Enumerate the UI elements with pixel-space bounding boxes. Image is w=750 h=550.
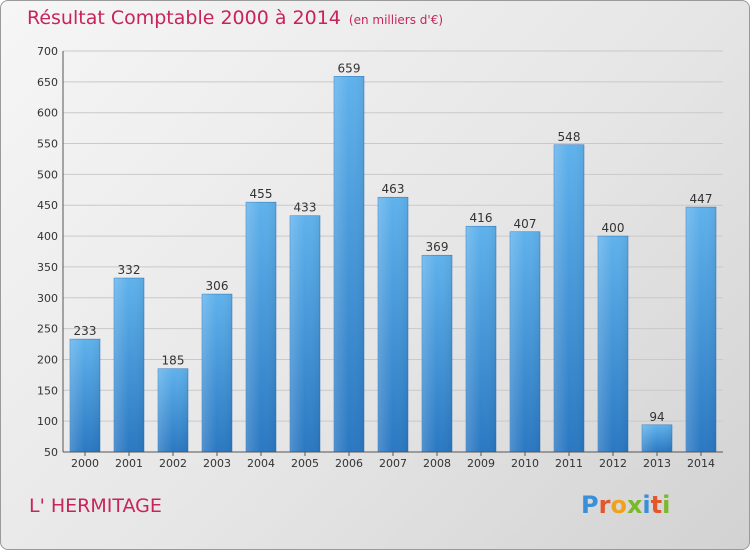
x-tick-label-2001: 2001 xyxy=(115,457,143,470)
x-tick-label-2003: 2003 xyxy=(203,457,231,470)
data-label-2011: 548 xyxy=(558,130,581,144)
bar-shine-2010 xyxy=(510,231,540,452)
chart-unit-label: (en milliers d'€) xyxy=(348,13,444,27)
y-tick-label: 400 xyxy=(37,230,58,243)
data-label-2007: 463 xyxy=(382,182,405,196)
x-tick-label-2008: 2008 xyxy=(423,457,451,470)
bar-shine-2004 xyxy=(246,202,276,452)
y-tick-label: 600 xyxy=(37,107,58,120)
data-label-2003: 306 xyxy=(206,279,229,293)
y-tick-label: 550 xyxy=(37,138,58,151)
x-tick-label-2006: 2006 xyxy=(335,457,363,470)
data-label-2002: 185 xyxy=(162,354,185,368)
x-tick-label-2014: 2014 xyxy=(687,457,715,470)
x-tick-label-2004: 2004 xyxy=(247,457,275,470)
bar-shine-2000 xyxy=(70,339,100,452)
data-labels: 233 332 185 306 455 433 659 463 369 416 407 548 400 9… xyxy=(74,61,713,424)
bar-shine-2013 xyxy=(642,424,672,452)
x-tick-label-2002: 2002 xyxy=(159,457,187,470)
y-tick-label: 50 xyxy=(44,446,58,459)
data-label-2006: 659 xyxy=(338,61,361,75)
bar-shine-2014 xyxy=(686,207,716,452)
x-tick-label-2000: 2000 xyxy=(71,457,99,470)
bar-shine-2008 xyxy=(422,255,452,452)
data-label-2014: 447 xyxy=(690,192,713,206)
bar-shine-2003 xyxy=(202,294,232,452)
proxiti-logo: Proxiti xyxy=(581,491,670,519)
logo-letter: o xyxy=(610,491,627,519)
y-tick-label: 700 xyxy=(37,45,58,58)
logo-letter: i xyxy=(662,491,671,519)
logo-letter: P xyxy=(581,491,599,519)
logo-letter: i xyxy=(642,491,651,519)
x-tick-label-2010: 2010 xyxy=(511,457,539,470)
data-label-2010: 407 xyxy=(514,217,537,231)
axes: 50 100 150 200 250 300 350 400 450 500 550 600 650 70… xyxy=(37,45,723,470)
data-label-2009: 416 xyxy=(470,211,493,225)
chart-title-block: Résultat Comptable 2000 à 2014 (en millie… xyxy=(27,7,443,29)
y-tick-label: 200 xyxy=(37,353,58,366)
bar-shine-2002 xyxy=(158,368,188,452)
y-tick-label: 150 xyxy=(37,384,58,397)
bar-shine-2012 xyxy=(598,236,628,452)
logo-letter: t xyxy=(650,491,663,519)
y-tick-label: 100 xyxy=(37,415,58,428)
bar-shine-2009 xyxy=(466,226,496,452)
bar-shine-2006 xyxy=(334,76,364,452)
x-tick-label-2011: 2011 xyxy=(555,457,583,470)
town-name: L' HERMITAGE xyxy=(29,495,162,517)
y-tick-label: 250 xyxy=(37,323,58,336)
data-label-2004: 455 xyxy=(250,187,273,201)
logo-letter: x xyxy=(626,491,643,519)
data-label-2005: 433 xyxy=(294,201,317,215)
data-label-2001: 332 xyxy=(118,263,141,277)
bar-shine-2005 xyxy=(290,215,320,452)
data-label-2013: 94 xyxy=(649,410,664,424)
bar-shine-2001 xyxy=(114,278,144,452)
bars xyxy=(69,76,717,453)
bar-shine-2007 xyxy=(378,197,408,452)
data-label-2008: 369 xyxy=(426,240,449,254)
x-tick-label-2012: 2012 xyxy=(599,457,627,470)
y-tick-label: 450 xyxy=(37,199,58,212)
x-tick-label-2007: 2007 xyxy=(379,457,407,470)
y-tick-label: 350 xyxy=(37,261,58,274)
x-tick-label-2013: 2013 xyxy=(643,457,671,470)
data-label-2000: 233 xyxy=(74,324,97,338)
y-tick-label: 650 xyxy=(37,76,58,89)
y-tick-label: 500 xyxy=(37,168,58,181)
logo-letter: r xyxy=(598,491,611,519)
x-tick-label-2005: 2005 xyxy=(291,457,319,470)
data-label-2012: 400 xyxy=(602,221,625,235)
bar-shine-2011 xyxy=(554,144,584,452)
y-tick-label: 300 xyxy=(37,292,58,305)
x-tick-label-2009: 2009 xyxy=(467,457,495,470)
chart-title: Résultat Comptable 2000 à 2014 xyxy=(27,7,341,29)
